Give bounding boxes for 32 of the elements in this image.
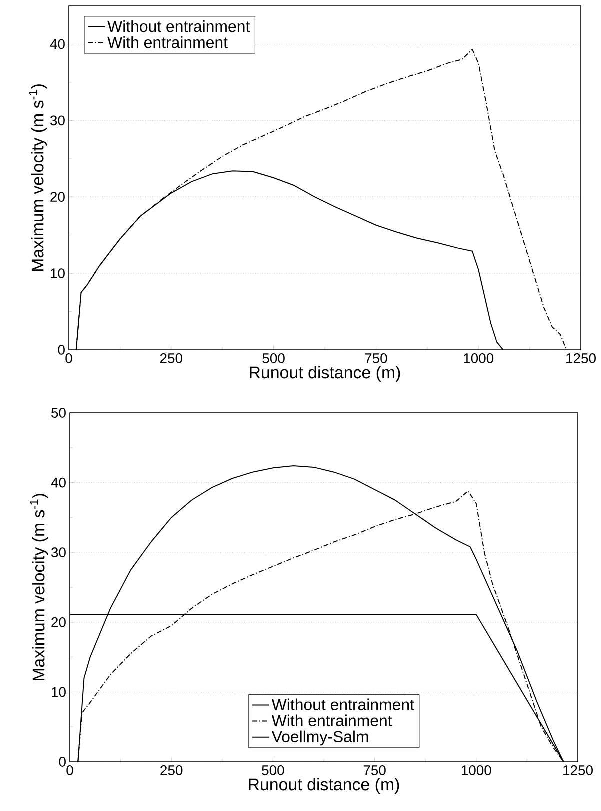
x-tick-label: 250 xyxy=(160,766,183,776)
legend-label: With entrainment xyxy=(108,36,228,48)
y-tick-label: 40 xyxy=(50,39,65,50)
y-tick-label: 50 xyxy=(52,408,66,418)
x-tick-label: 1250 xyxy=(564,766,593,776)
y-tick-label: 20 xyxy=(50,192,65,202)
y-tick-label: 10 xyxy=(51,268,65,278)
y-axis-title: Maximum velocity (m s$^{-1}$) xyxy=(30,494,48,681)
x-tick-label: 0 xyxy=(66,766,74,776)
y-tick-label: 30 xyxy=(50,116,65,126)
x-tick-label: 750 xyxy=(365,354,388,364)
x-tick-label: 0 xyxy=(66,354,72,364)
x-tick-label: 1000 xyxy=(464,354,494,364)
x-tick-label: 250 xyxy=(160,354,182,364)
x-tick-label: 1250 xyxy=(566,354,596,364)
x-tick-label: 750 xyxy=(364,766,386,776)
y-axis-title: Maximum velocity (m s$^{-1}$) xyxy=(29,84,48,272)
y-tick-label: 10 xyxy=(52,687,66,698)
x-axis-title: Runout distance (m) xyxy=(249,778,400,794)
x-tick-label: 500 xyxy=(262,766,284,776)
legend-label: Voellmy-Salm xyxy=(272,730,368,746)
y-tick-label: 40 xyxy=(51,478,66,488)
y-tick-label: 30 xyxy=(51,548,66,558)
y-tick-label: 20 xyxy=(52,617,66,628)
x-tick-label: 500 xyxy=(262,354,285,364)
y-tick-label: 0 xyxy=(58,345,65,355)
legend-label: With entrainment xyxy=(272,714,392,726)
x-tick-label: 1000 xyxy=(462,766,492,776)
legend-label: Without entrainment xyxy=(272,698,414,710)
x-axis-title: Runout distance (m) xyxy=(250,366,400,382)
legend-label: Without entrainment xyxy=(108,20,250,32)
y-tick-label: 0 xyxy=(59,757,66,767)
